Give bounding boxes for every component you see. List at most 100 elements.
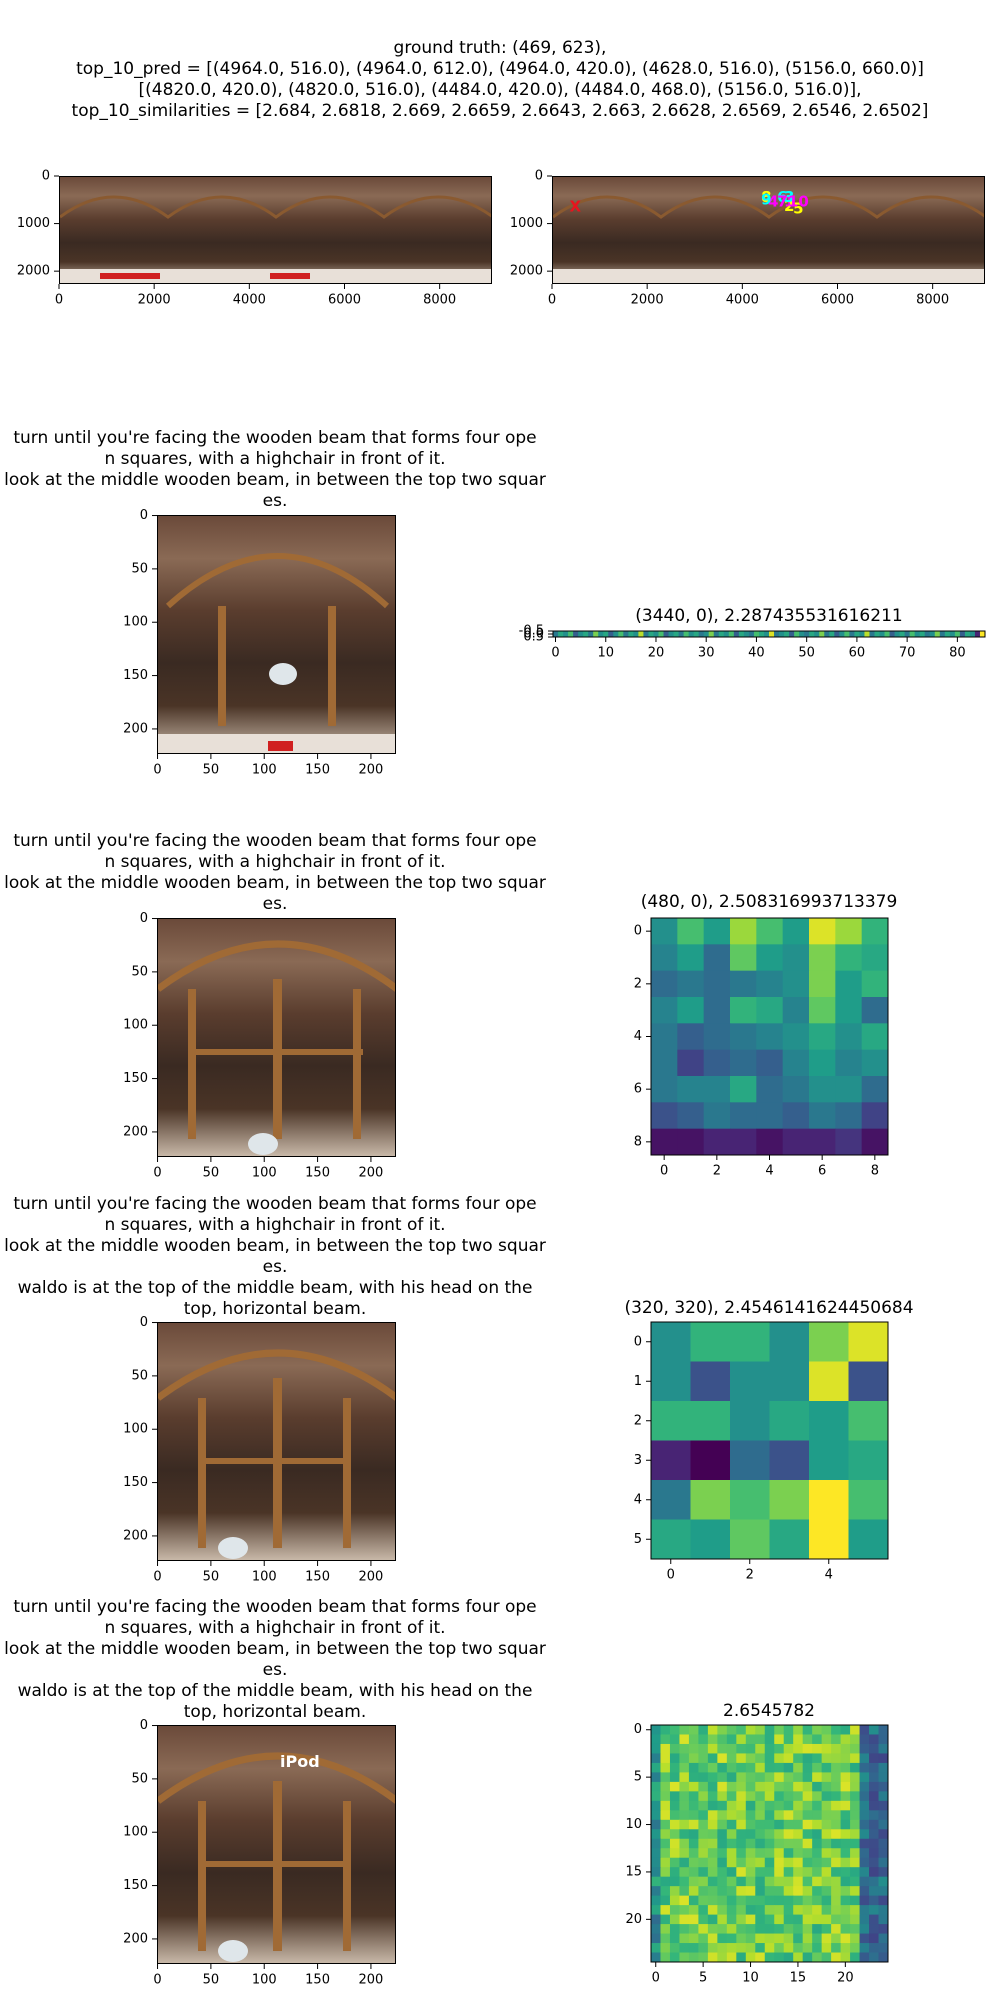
y-tick-label: 150 (123, 1475, 148, 1490)
x-tick-label: 150 (305, 763, 330, 778)
heatmap-cell (717, 1952, 728, 1963)
heatmap-cell (743, 631, 750, 637)
heatmap-cell (707, 1905, 718, 1916)
heatmap-cell (755, 1810, 766, 1821)
heatmap-cell (783, 1791, 794, 1802)
heatmap-cell (831, 1876, 842, 1887)
heatmap-cell (774, 1838, 785, 1849)
heatmap-cell (831, 1867, 842, 1878)
heatmap-cell (651, 1743, 661, 1754)
heatmap-cell (802, 1933, 813, 1944)
x-tick-label: 15 (790, 1971, 807, 1986)
heatmap-cell (831, 1772, 842, 1783)
heatmap-cell (809, 1076, 836, 1103)
heatmap-cell (736, 1772, 747, 1783)
heatmap-cell (850, 1781, 861, 1792)
heatmap-cell (623, 631, 629, 637)
heatmap-cell (698, 1857, 709, 1868)
heatmap-cell (850, 1933, 861, 1944)
heatmap-cell (774, 1725, 785, 1735)
heatmap-cell (774, 1933, 785, 1944)
heatmap-cell (783, 1895, 794, 1906)
heatmap-cell (809, 997, 836, 1024)
heatmap-cell (660, 1857, 671, 1868)
heatmap-cell (745, 1753, 756, 1764)
heatmap-cell (764, 1914, 775, 1925)
heatmap-cell (726, 1857, 737, 1868)
heatmap-cell (969, 631, 976, 637)
heatmap-cell (793, 1810, 804, 1821)
heatmap-cell (861, 1076, 889, 1103)
heatmap-cell (755, 1943, 766, 1954)
heatmap-cell (755, 1933, 766, 1944)
heatmap-cell (707, 1725, 718, 1735)
y-tick-label: 100 (123, 615, 148, 630)
heatmap-cell (651, 1952, 661, 1963)
heatmap-cell (794, 631, 800, 637)
heatmap-cell (651, 1781, 661, 1792)
heatmap-cell (745, 1848, 756, 1859)
heatmap-cell (802, 1753, 813, 1764)
heatmap-cell (831, 1848, 842, 1859)
heatmap-frame (650, 1321, 889, 1560)
heatmap-cell (869, 1895, 880, 1906)
heatmap-cell (869, 1800, 880, 1811)
heatmap-cell (688, 1867, 699, 1878)
x-tick-label: 100 (252, 763, 277, 778)
heatmap-cell (653, 631, 659, 637)
heatmap-cell (651, 1838, 661, 1849)
heatmap-cell (824, 631, 830, 637)
heatmap-cell (679, 1905, 690, 1916)
heatmap-cell (679, 1762, 690, 1773)
heatmap-cell (703, 1102, 731, 1130)
heatmap-cell (809, 631, 815, 637)
heatmap-cell (793, 1734, 804, 1745)
heatmap-cell (660, 1848, 671, 1859)
heatmap-cell (755, 1734, 766, 1745)
heatmap-cell (717, 1800, 728, 1811)
heatmap-cell (831, 1943, 842, 1954)
heatmap-cell (707, 1857, 718, 1868)
heatmap-cell (717, 1838, 728, 1849)
x-tick-label: 8000 (423, 293, 456, 308)
heatmap-cell (707, 1753, 718, 1764)
heatmap-cell (831, 1781, 842, 1792)
heatmap-cell (783, 1933, 794, 1944)
heatmap-cell (814, 631, 820, 637)
y-tick-label: 50 (131, 1771, 148, 1786)
heatmap-cell (835, 944, 863, 972)
heatmap-cell (840, 1734, 851, 1745)
heatmap-cell (840, 1867, 851, 1878)
heatmap-cell (774, 1848, 785, 1859)
heatmap-cell (831, 1753, 842, 1764)
heatmap-cell (878, 1838, 889, 1849)
heatmap-cell (707, 1895, 718, 1906)
y-tick-label: 20 (625, 1912, 642, 1927)
heatmap-cell (802, 1943, 813, 1954)
heatmap-cell (745, 1762, 756, 1773)
heatmap-cell (726, 1819, 737, 1830)
heatmap-cell (783, 1857, 794, 1868)
y-tick-label: 0 (140, 508, 148, 523)
heatmap-cell (839, 631, 845, 637)
heatmap-cell (812, 1772, 823, 1783)
heatmap-cell (736, 1762, 747, 1773)
heatmap-cell (802, 1867, 813, 1878)
x-tick-label: 50 (203, 763, 220, 778)
heatmap-cell (850, 1895, 861, 1906)
heatmap-cell (688, 1781, 699, 1792)
heatmap-cell (783, 1819, 794, 1830)
heatmap-cell (745, 1867, 756, 1878)
heatmap-cell (651, 1322, 691, 1362)
heatmap-cell (859, 1857, 870, 1868)
y-tick-label: 0 (42, 169, 50, 184)
heatmap-cell (850, 1867, 861, 1878)
heatmap-cell (774, 1895, 785, 1906)
heatmap-cell (726, 1838, 737, 1849)
heatmap-cell (848, 1440, 889, 1481)
heatmap-cell (756, 1076, 784, 1103)
heatmap-cell (651, 1519, 691, 1560)
heatmap-cell (821, 1857, 832, 1868)
heatmap-cell (821, 1743, 832, 1754)
heatmap-cell (736, 1810, 747, 1821)
